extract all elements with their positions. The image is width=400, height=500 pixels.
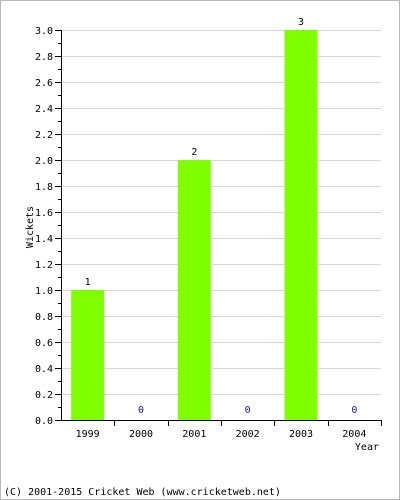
data-label: 0 — [138, 405, 144, 416]
y-tick-label: 3.0 — [35, 26, 53, 37]
x-tick-label: 2001 — [182, 429, 206, 440]
x-tick-label: 1999 — [76, 429, 100, 440]
x-axis-label: Year — [355, 442, 379, 453]
x-ticks-group: 1999 2000 2001 2002 2003 2004 — [76, 420, 382, 440]
y-ticks-group: 0.0 0.2 0.4 0.6 0.8 1.0 1.2 1.4 1.6 1.8 2.0 2.2 2.4 2… — [35, 26, 61, 427]
y-tick-label: 1.0 — [35, 286, 53, 297]
axes-group — [61, 30, 381, 421]
bar — [177, 160, 211, 420]
y-tick-label: 0.6 — [35, 338, 53, 349]
y-tick-label: 0.8 — [35, 312, 53, 323]
bar — [284, 30, 318, 420]
bars-group — [71, 30, 318, 420]
y-tick-label: 1.8 — [35, 182, 53, 193]
gridlines — [61, 30, 381, 395]
data-label: 0 — [351, 405, 357, 416]
copyright-footer: (C) 2001-2015 Cricket Web (www.cricketwe… — [4, 487, 281, 498]
x-tick-label: 2002 — [236, 429, 260, 440]
y-tick-label: 2.6 — [35, 78, 53, 89]
y-tick-label: 1.4 — [35, 234, 53, 245]
data-label: 2 — [191, 147, 197, 158]
x-tick-label: 2004 — [342, 429, 366, 440]
data-labels-group: 1 0 2 0 3 0 — [85, 17, 358, 416]
x-tick-label: 2000 — [129, 429, 153, 440]
data-label: 3 — [298, 17, 304, 28]
y-tick-label: 1.2 — [35, 260, 53, 271]
y-tick-label: 1.6 — [35, 208, 53, 219]
data-label: 0 — [245, 405, 251, 416]
y-tick-label: 2.4 — [35, 104, 53, 115]
y-tick-label: 2.2 — [35, 130, 53, 141]
y-tick-label: 0.0 — [35, 416, 53, 427]
y-axis-label: Wickets — [25, 206, 36, 248]
y-tick-label: 2.8 — [35, 52, 53, 63]
y-tick-label: 0.4 — [35, 364, 53, 375]
y-tick-label: 2.0 — [35, 156, 53, 167]
data-label: 1 — [85, 277, 91, 288]
x-tick-label: 2003 — [289, 429, 313, 440]
bar — [71, 290, 105, 420]
y-tick-label: 0.2 — [35, 390, 53, 401]
